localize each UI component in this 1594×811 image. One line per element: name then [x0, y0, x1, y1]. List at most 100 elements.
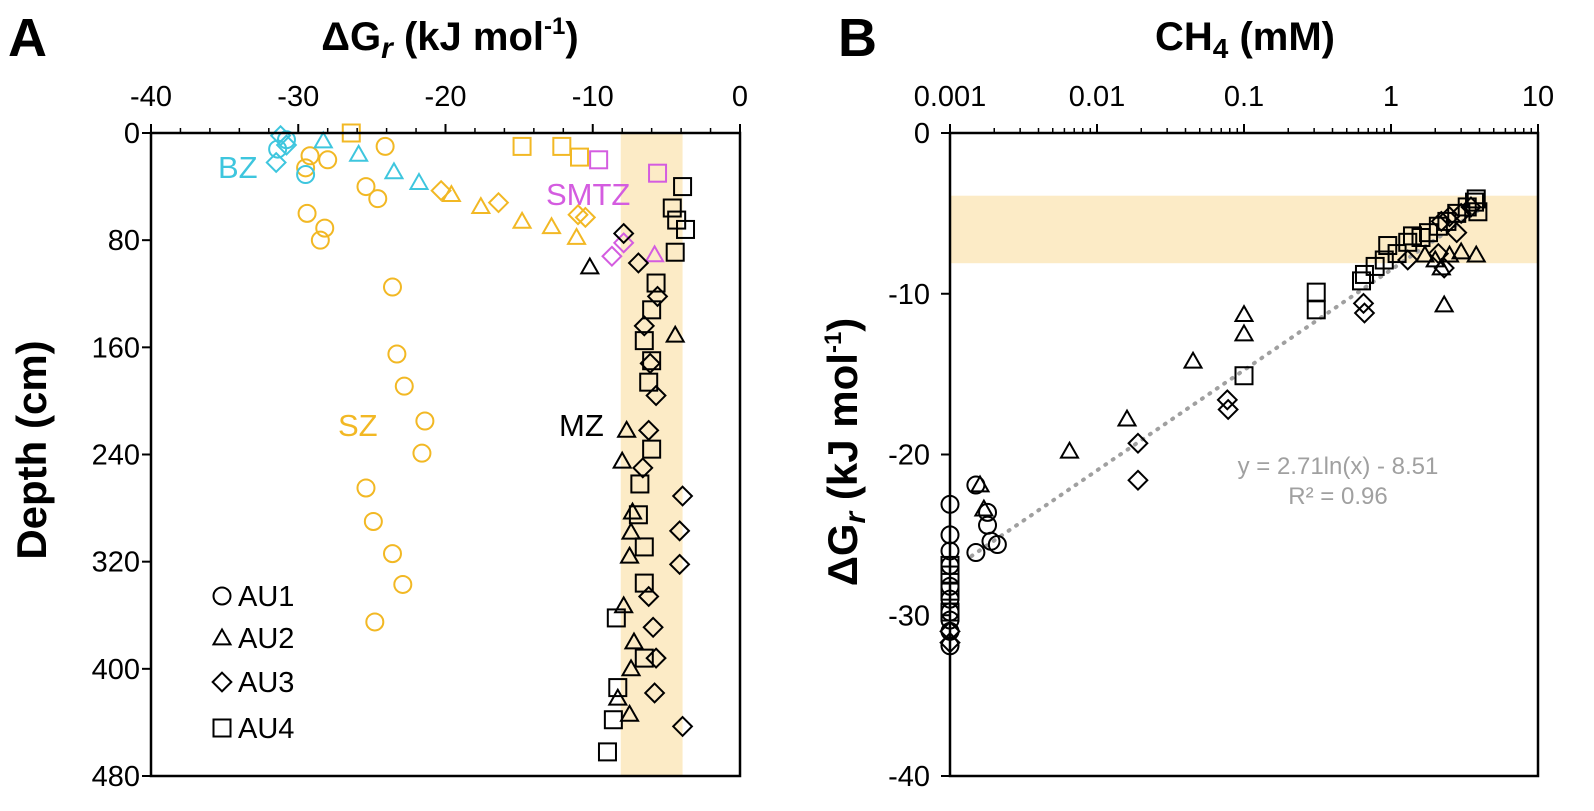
panel-b-point-au2 [1059, 440, 1080, 459]
panel-a-x-tick-label: -30 [277, 81, 319, 113]
panel-a-point-au3-sz [487, 191, 510, 214]
panel-a-point-au2-mz [611, 450, 633, 469]
panel-a-point-au4-mz [630, 474, 650, 494]
panel-a-point-au1-sz [318, 150, 338, 170]
panel-b-frame [948, 131, 1540, 778]
panel-b-point-au2 [1116, 408, 1138, 427]
panel-a-point-au3-mz [668, 553, 691, 576]
panel-a-point-au3-mz [637, 585, 660, 608]
panel-a-point-au2-sz [541, 216, 562, 235]
panel-a-y-tick-label: 80 [108, 225, 140, 257]
panel-b-point-au2 [1233, 323, 1255, 342]
panel-a-point-au1-sz [297, 203, 317, 223]
panel-b-point-au4 [1419, 223, 1439, 243]
panel-a-point-au4-sz [569, 147, 589, 167]
panel-a-point-au3-smtz [612, 232, 635, 254]
panel-b-point-au2 [1233, 304, 1255, 323]
panel-a-point-au1-sz [315, 218, 335, 238]
panel-a-point-au4-mz [634, 648, 654, 668]
panel-a-point-au2-mz [616, 419, 637, 438]
panel-a-point-au4-mz [662, 198, 682, 218]
panel-a-point-au4-mz [646, 273, 666, 293]
panel-b-points [939, 189, 1488, 656]
panel-b-point-au3 [1427, 242, 1450, 265]
legend-label-au2: AU2 [238, 623, 294, 655]
panel-a-y-tick-labels: 0 80 160 240 320 400 480 [92, 118, 140, 793]
panel-b-point-au4 [1306, 300, 1326, 320]
panel-b-point-au3 [1433, 257, 1455, 279]
panel-a-point-au4-mz [665, 242, 685, 262]
panel-a-point-au4-sz [512, 136, 532, 156]
panel-a-point-au3-mz [612, 222, 635, 245]
panel-a-point-au2-mz [620, 521, 642, 540]
panel-a-point-au3-sz [430, 179, 452, 202]
zone-label-sz: SZ [338, 408, 378, 443]
panel-b-point-au4 [1234, 366, 1254, 386]
panel-b-x-tick-labels: 0.001 0.01 0.1 1 10 [914, 81, 1554, 113]
legend-markers [211, 586, 233, 738]
panel-a-point-au2-mz [619, 703, 640, 722]
panel-a-point-au1-sz [375, 136, 395, 156]
panel-a-point-au4-mz [642, 351, 662, 371]
panel-a-y-tick-label: 240 [92, 440, 140, 472]
panel-a-y-tick-label: 400 [92, 654, 140, 686]
panel-a-point-au4-mz [634, 331, 654, 351]
panel-a-point-au1-sz [382, 277, 402, 297]
panel-a-point-au4-mz [639, 372, 659, 392]
panel-a-point-au2-bz [348, 143, 369, 162]
panel-a-point-au4-mz [634, 537, 654, 557]
panel-b-point-au4 [1465, 192, 1485, 212]
panel-b-point-au3 [1396, 249, 1419, 271]
panel-a-point-au1-sz [394, 376, 414, 396]
panel-a-point-au1-sz [363, 511, 383, 531]
legend-label-au3: AU3 [238, 667, 294, 699]
panel-a-point-au1-sz [365, 612, 385, 632]
panel-b-point-au4 [1306, 282, 1326, 302]
panel-b-point-au3 [1127, 432, 1149, 455]
panel-a-point-au4-mz [634, 573, 654, 593]
panel-a-point-au3-mz [645, 647, 667, 669]
panel-a-point-au3-bz [275, 134, 298, 156]
panel-a-point-au2-mz [622, 501, 643, 520]
panel-a-point-au3-mz [671, 485, 694, 507]
panel-b-point-au1 [966, 543, 986, 563]
panel-a-y-tick-label: 160 [92, 332, 140, 364]
panel-a-point-au2-bz [383, 161, 405, 180]
panel-a-point-au4-smtz [589, 150, 609, 170]
legend-marker-au2 [211, 627, 233, 646]
zone-label-smtz: SMTZ [546, 177, 630, 212]
zone-label-bz: BZ [218, 150, 258, 185]
panel-a-point-au3-sz [567, 203, 589, 226]
panel-b-x-tick-label: 0.001 [914, 81, 987, 113]
panel-a-point-au2-mz [664, 324, 686, 343]
panel-a-point-au2-sz [470, 196, 492, 215]
panel-a-x-tick-label: -40 [130, 81, 172, 113]
zone-label-mz: MZ [559, 408, 604, 443]
panel-b-point-au4 [1387, 244, 1407, 264]
panel-a-point-au3-smtz [601, 245, 623, 268]
panel-a-point-au4-mz [606, 608, 626, 628]
panel-a-point-au3-mz [642, 616, 664, 639]
panel-a-point-au3-mz [671, 715, 694, 738]
panel-b-x-tick-label: 0.1 [1224, 81, 1264, 113]
panel-b-y-tick-label: -20 [888, 440, 930, 472]
panel-b-y-tick-label: -30 [888, 600, 930, 632]
panel-a-point-au4-mz [642, 300, 662, 320]
panel-a-point-au4-sz [552, 136, 572, 156]
panel-a-point-au3-mz [633, 315, 656, 337]
panel-a-point-au1-bz [268, 139, 288, 159]
panel-a-y-tick-label: 0 [124, 118, 140, 150]
panel-b-point-au3 [1127, 469, 1149, 491]
panel-a-point-au2-mz [607, 687, 629, 706]
panel-a-point-au1-sz [382, 544, 402, 564]
panel-b-point-au3 [1352, 292, 1375, 315]
legend-label-au4: AU4 [238, 713, 294, 745]
panel-a-point-au1-sz [393, 574, 413, 594]
panel-a-frame [149, 131, 742, 778]
panel-b-point-au2 [1433, 294, 1455, 313]
panel-a-point-au2-sz [441, 184, 462, 202]
panel-a-point-au2-mz [619, 545, 640, 564]
panel-a-y-axis-label: Depth (cm) [8, 340, 55, 559]
panel-a-label: A [8, 8, 47, 68]
